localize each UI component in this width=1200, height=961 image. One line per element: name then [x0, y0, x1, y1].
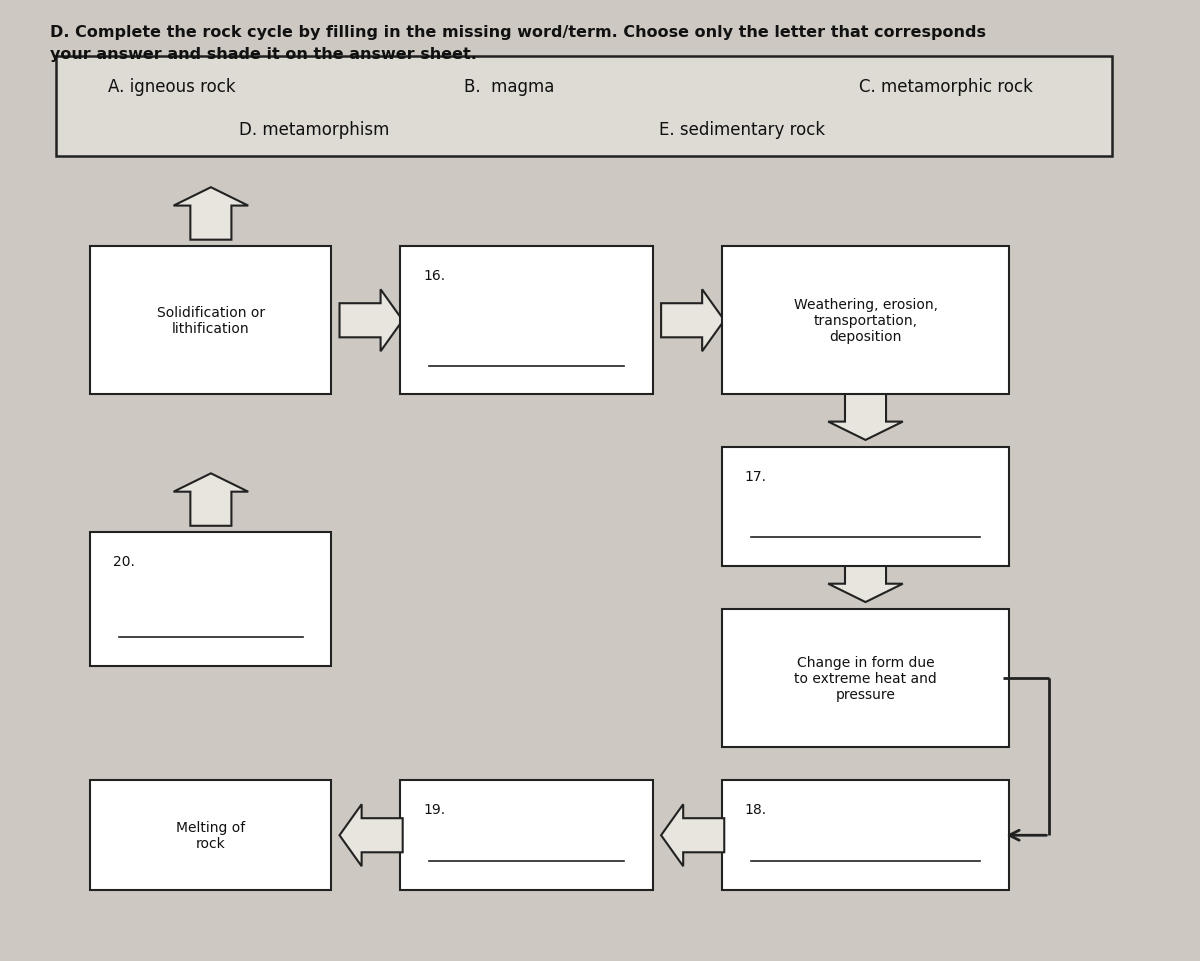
Text: A. igneous rock: A. igneous rock — [108, 78, 235, 96]
FancyBboxPatch shape — [90, 533, 331, 666]
Text: D. Complete the rock cycle by filling in the missing word/term. Choose only the : D. Complete the rock cycle by filling in… — [50, 25, 986, 40]
Polygon shape — [174, 188, 248, 240]
Text: D. metamorphism: D. metamorphism — [239, 121, 390, 139]
Text: C. metamorphic rock: C. metamorphic rock — [859, 78, 1033, 96]
FancyBboxPatch shape — [401, 780, 653, 890]
Polygon shape — [661, 804, 725, 866]
Text: B.  magma: B. magma — [464, 78, 554, 96]
FancyBboxPatch shape — [56, 57, 1112, 157]
Polygon shape — [828, 550, 902, 603]
Text: Solidification or
lithification: Solidification or lithification — [157, 306, 265, 336]
Polygon shape — [661, 290, 725, 352]
Text: 17.: 17. — [745, 469, 767, 483]
FancyBboxPatch shape — [401, 247, 653, 395]
Polygon shape — [340, 804, 403, 866]
FancyBboxPatch shape — [722, 609, 1009, 748]
Text: E. sedimentary rock: E. sedimentary rock — [659, 121, 824, 139]
Text: 20.: 20. — [113, 554, 136, 569]
Text: 19.: 19. — [424, 802, 445, 817]
FancyBboxPatch shape — [722, 247, 1009, 395]
Text: Change in form due
to extreme heat and
pressure: Change in form due to extreme heat and p… — [794, 655, 937, 702]
Polygon shape — [174, 474, 248, 527]
FancyBboxPatch shape — [90, 247, 331, 395]
Text: 18.: 18. — [745, 802, 767, 817]
FancyBboxPatch shape — [90, 780, 331, 890]
Text: Melting of
rock: Melting of rock — [176, 821, 246, 850]
Text: your answer and shade it on the answer sheet.: your answer and shade it on the answer s… — [50, 47, 476, 62]
Polygon shape — [828, 388, 902, 440]
FancyBboxPatch shape — [722, 447, 1009, 566]
Text: 16.: 16. — [424, 269, 445, 283]
Text: Weathering, erosion,
transportation,
deposition: Weathering, erosion, transportation, dep… — [793, 298, 937, 344]
Polygon shape — [340, 290, 403, 352]
FancyBboxPatch shape — [722, 780, 1009, 890]
